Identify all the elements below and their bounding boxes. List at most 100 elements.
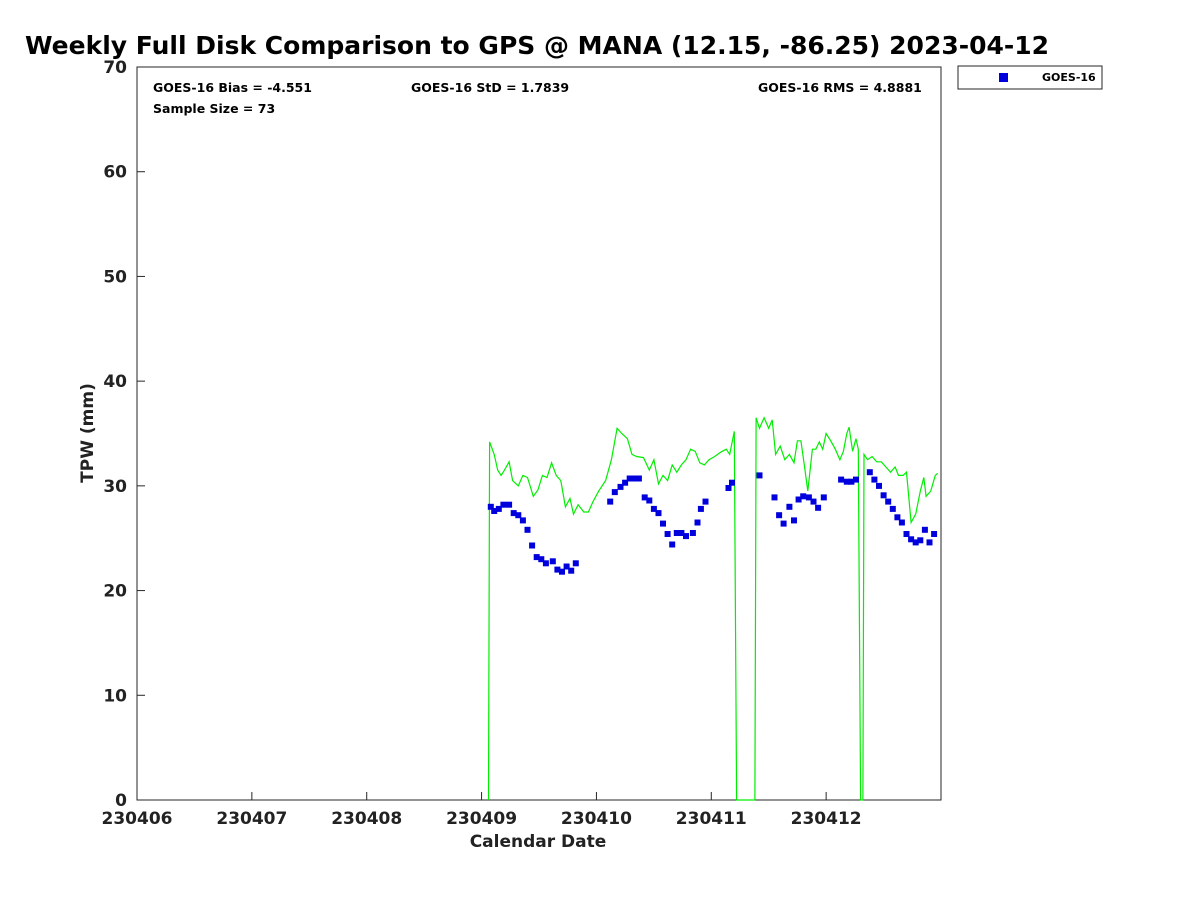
- goes-16-point: [780, 520, 787, 527]
- y-tick-label: 20: [103, 582, 127, 602]
- goes-16-point: [903, 531, 910, 537]
- x-tick-label: 230408: [331, 809, 402, 829]
- goes-16-point: [838, 476, 845, 483]
- stat-rms: GOES-16 RMS = 4.8881: [758, 80, 922, 95]
- goes-16-point: [529, 542, 536, 549]
- goes-16-point: [500, 501, 507, 508]
- goes-16-point: [572, 560, 579, 567]
- goes-16-point: [635, 475, 642, 482]
- y-tick-label: 0: [115, 791, 127, 811]
- goes-16-point: [820, 494, 827, 501]
- goes-16-points-layer: [487, 469, 938, 575]
- goes-16-point: [697, 505, 704, 512]
- goes-16-point: [776, 512, 783, 519]
- x-tick-label: 230410: [561, 809, 632, 829]
- goes-16-point: [611, 489, 618, 496]
- goes-16-point: [771, 494, 778, 501]
- y-tick-label: 70: [103, 58, 127, 78]
- goes-16-point: [689, 530, 696, 536]
- goes-16-point: [931, 531, 938, 537]
- x-tick-label: 230412: [791, 809, 862, 829]
- stat-bias: GOES-16 Bias = -4.551: [153, 80, 312, 95]
- goes-16-point: [646, 497, 653, 504]
- goes-16-point: [912, 539, 919, 546]
- goes-16-point: [795, 496, 802, 503]
- goes-16-point: [885, 498, 892, 505]
- goes-16-point: [843, 478, 850, 485]
- y-tick-label: 10: [103, 686, 127, 706]
- legend-label-goes-16: GOES-16: [1042, 71, 1096, 84]
- goes-16-point: [510, 510, 517, 517]
- goes-16-point: [866, 469, 873, 476]
- goes-16-point: [607, 498, 614, 505]
- goes-16-point: [554, 566, 561, 573]
- goes-16-point: [729, 479, 735, 486]
- goes-16-point: [810, 498, 817, 505]
- goes-16-point: [495, 505, 502, 512]
- goes-16-point: [669, 541, 676, 548]
- goes-16-point: [626, 475, 633, 482]
- goes-16-point: [660, 520, 666, 527]
- goes-16-point: [491, 508, 498, 514]
- goes-16-point: [622, 479, 629, 486]
- goes-16-point: [549, 558, 556, 565]
- legend-marker-goes-16: [999, 73, 1008, 82]
- goes-16-point: [533, 554, 540, 561]
- goes-16-point: [786, 503, 793, 510]
- x-tick-label: 230411: [676, 809, 747, 829]
- goes-16-point: [815, 504, 822, 511]
- goes-16-point: [702, 498, 709, 505]
- x-tick-label: 230407: [216, 809, 287, 829]
- goes-16-point: [921, 526, 928, 533]
- goes-16-point: [538, 556, 545, 563]
- x-axis-label: Calendar Date: [470, 832, 607, 852]
- y-tick-label: 40: [103, 372, 127, 392]
- y-tick-label: 50: [103, 267, 127, 287]
- goes-16-point: [848, 478, 855, 485]
- goes-16-point: [926, 539, 933, 546]
- goes-16-point: [506, 501, 513, 508]
- goes-16-point: [568, 567, 575, 574]
- goes-16-point: [519, 517, 526, 524]
- goes-16-point: [694, 519, 701, 526]
- goes-16-point: [515, 512, 522, 519]
- goes-16-point: [542, 560, 549, 567]
- goes-16-point: [487, 503, 494, 510]
- goes-16-point: [917, 537, 924, 544]
- goes-16-point: [563, 563, 570, 570]
- plot-frame: [136, 66, 942, 801]
- goes-16-point: [559, 568, 565, 575]
- goes-16-point: [683, 533, 689, 540]
- gps-line-layer: [487, 416, 939, 801]
- x-tick-label: 230409: [446, 809, 517, 829]
- goes-16-point: [655, 510, 662, 517]
- goes-16-point: [617, 483, 624, 490]
- goes-16-point: [876, 482, 882, 489]
- legend-box: [957, 65, 1103, 90]
- goes-16-point: [894, 514, 901, 521]
- goes-16-point: [650, 505, 657, 512]
- goes-16-point: [880, 492, 887, 499]
- stat-std: GOES-16 StD = 1.7839: [411, 80, 569, 95]
- y-axis: 0 10 20 30 40 50 60 70: [103, 58, 145, 811]
- legend: GOES-16: [957, 65, 1103, 90]
- goes-16-point: [889, 505, 896, 512]
- goes-16-point: [791, 517, 797, 524]
- goes-16-point: [673, 530, 680, 536]
- goes-16-point: [871, 476, 878, 483]
- goes-16-point: [631, 475, 638, 482]
- goes-16-point: [853, 476, 859, 483]
- goes-16-point: [678, 530, 685, 536]
- goes-16-point: [725, 485, 732, 491]
- stat-sample-size: Sample Size = 73: [153, 101, 275, 116]
- goes-16-point: [524, 526, 531, 533]
- goes-16-point: [641, 494, 648, 501]
- y-axis-label: TPW (mm): [78, 383, 98, 483]
- x-tick-label: 230406: [102, 809, 173, 829]
- goes-16-point: [800, 493, 807, 500]
- goes-16-point: [908, 536, 915, 543]
- goes-16-point: [664, 531, 671, 537]
- goes-16-point: [756, 472, 763, 479]
- chart-title: Weekly Full Disk Comparison to GPS @ MAN…: [25, 31, 1049, 60]
